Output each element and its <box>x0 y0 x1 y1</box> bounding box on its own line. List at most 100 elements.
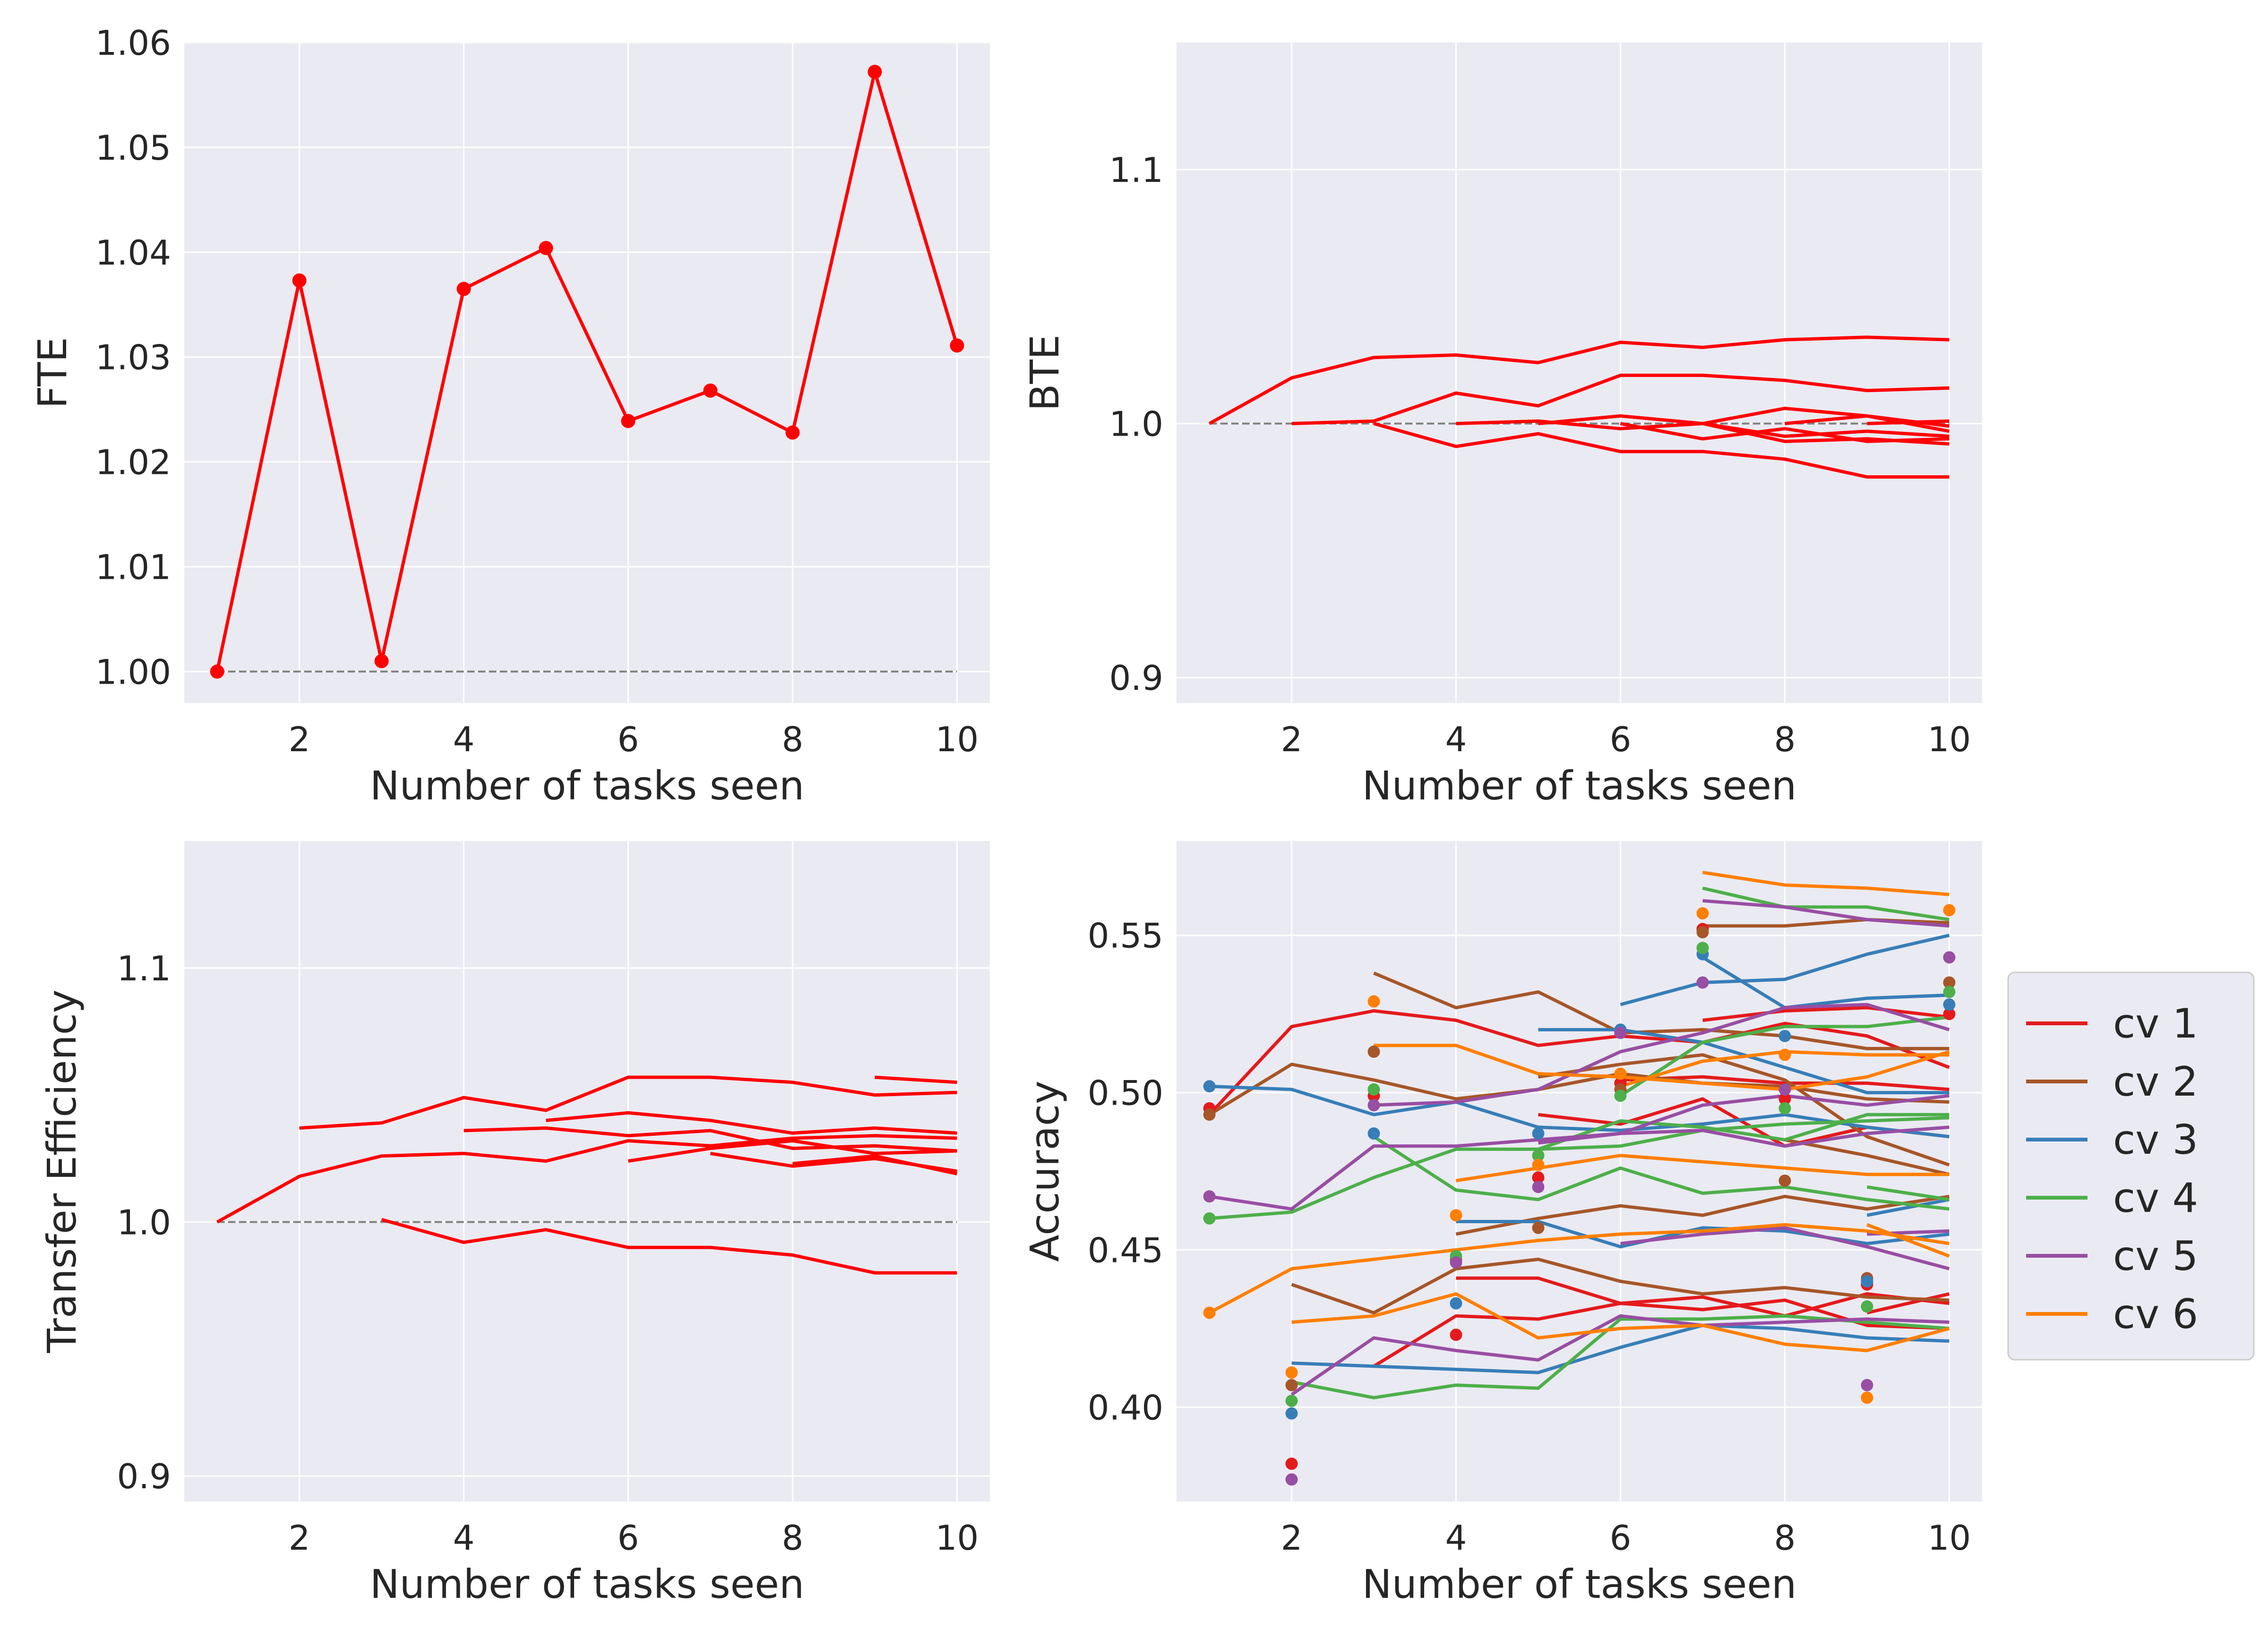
x-tick-label: 10 <box>1928 1518 1971 1558</box>
x-tick-label: 8 <box>1774 1518 1796 1558</box>
transfer-efficiency-panel: 2 4 6 8 10 0.9 1.0 1.1 Number of tasks seen Trans… <box>39 841 990 1607</box>
series-line <box>1620 1075 1950 1091</box>
y-tick-label: 0.40 <box>1088 1388 1163 1427</box>
data-point <box>1532 1149 1545 1162</box>
series-line <box>1374 1003 1950 1107</box>
data-point <box>1203 1212 1216 1225</box>
data-point <box>1203 1190 1216 1203</box>
series-line <box>381 1218 957 1275</box>
series-line <box>1373 422 1950 479</box>
data-point <box>1203 1306 1216 1319</box>
y-tick-label: 1.05 <box>95 128 171 168</box>
series-line <box>1290 1314 1950 1396</box>
data-point <box>1285 1394 1298 1407</box>
data-point <box>1450 1297 1462 1310</box>
data-point <box>1943 1008 1956 1021</box>
data-point <box>1778 1092 1791 1105</box>
legend-box <box>2007 971 2255 1361</box>
y-axis-label: Accuracy <box>1022 1081 1068 1262</box>
data-point <box>210 664 224 679</box>
data-point <box>1532 1127 1545 1140</box>
y-tick-label: 0.9 <box>117 1457 171 1496</box>
x-tick-label: 4 <box>1445 1518 1467 1558</box>
legend-label: cv 1 <box>2113 1000 2198 1047</box>
series-line <box>216 1134 957 1224</box>
series-line <box>1866 1198 1950 1217</box>
data-point <box>1861 1300 1873 1313</box>
data-point <box>1367 1099 1380 1112</box>
x-tick-label: 2 <box>1281 720 1303 759</box>
series-line <box>792 1154 958 1175</box>
series-line <box>1538 1113 1950 1151</box>
series-line <box>1619 1015 1950 1098</box>
y-tick-label: 1.0 <box>1109 404 1163 444</box>
data-point <box>1943 998 1956 1011</box>
x-tick-label: 4 <box>453 720 475 759</box>
series-line <box>1702 899 1950 928</box>
y-tick-label: 0.50 <box>1088 1073 1163 1113</box>
data-point <box>1450 1329 1462 1341</box>
data-point <box>621 414 636 429</box>
data-point <box>785 425 800 440</box>
data-point <box>1943 976 1956 989</box>
data-point <box>1285 1473 1298 1486</box>
y-tick-label: 1.01 <box>95 548 171 587</box>
series-line <box>1373 971 1950 1050</box>
series-line <box>1456 1276 1950 1330</box>
y-tick-label: 1.06 <box>95 23 171 63</box>
data-point <box>1367 1046 1380 1058</box>
series-line <box>1291 373 1950 425</box>
legend-label: cv 5 <box>2113 1233 2198 1280</box>
data-point <box>1532 1221 1545 1234</box>
data-point <box>1285 1366 1298 1379</box>
data-point <box>1285 1407 1298 1420</box>
data-point <box>1778 1029 1791 1042</box>
x-tick-label: 10 <box>936 1518 979 1558</box>
series-line <box>1209 1116 1950 1220</box>
y-tick-label: 1.02 <box>95 443 171 482</box>
series-line <box>1620 1226 1950 1270</box>
y-axis-label: FTE <box>29 337 76 408</box>
series-line <box>1538 414 1950 438</box>
series-line <box>1374 1044 1950 1091</box>
series-line <box>1291 1323 1950 1374</box>
data-point <box>1778 1174 1791 1187</box>
series-line <box>1291 1257 1950 1315</box>
data-point <box>1943 986 1956 998</box>
plot-area <box>1177 841 1982 1501</box>
data-point <box>374 654 389 669</box>
data-point <box>1778 1102 1791 1115</box>
y-axis-label: Transfer Efficiency <box>39 989 85 1353</box>
series-line <box>1208 335 1950 425</box>
series-line <box>1373 1135 1950 1211</box>
series-line <box>1867 419 1950 425</box>
legend: cv 1 cv 2 cv 3 cv 4 cv 5 cv 6 <box>2007 971 2255 1361</box>
bte-panel: 2 4 6 8 10 0.9 1.0 1.1 Number of tasks seen BTE <box>1022 43 1982 809</box>
series-line <box>1456 1220 1950 1249</box>
data-point <box>1943 951 1956 964</box>
y-tick-label: 1.04 <box>95 233 171 273</box>
series-line <box>1455 1194 1950 1236</box>
data-point <box>1778 1048 1791 1061</box>
series-line <box>464 1126 957 1153</box>
data-point <box>456 282 471 296</box>
data-point <box>1450 1256 1462 1269</box>
data-point <box>1943 904 1956 917</box>
data-point <box>950 338 964 353</box>
y-tick-label: 0.55 <box>1088 916 1163 956</box>
y-tick-label: 1.03 <box>95 338 171 377</box>
data-point <box>1450 1209 1462 1222</box>
x-axis-label: Number of tasks seen <box>370 1561 804 1607</box>
series-line <box>299 1075 957 1130</box>
x-axis-label: Number of tasks seen <box>1362 763 1796 809</box>
y-tick-label: 1.00 <box>95 652 171 692</box>
x-tick-label: 4 <box>453 1518 475 1558</box>
series-line <box>627 1139 957 1163</box>
y-tick-label: 0.9 <box>1109 658 1163 698</box>
x-tick-label: 4 <box>1445 720 1467 759</box>
plot-area <box>184 841 990 1501</box>
series-line <box>1538 1053 1950 1167</box>
x-tick-label: 2 <box>1281 1518 1303 1558</box>
data-point <box>292 273 307 288</box>
